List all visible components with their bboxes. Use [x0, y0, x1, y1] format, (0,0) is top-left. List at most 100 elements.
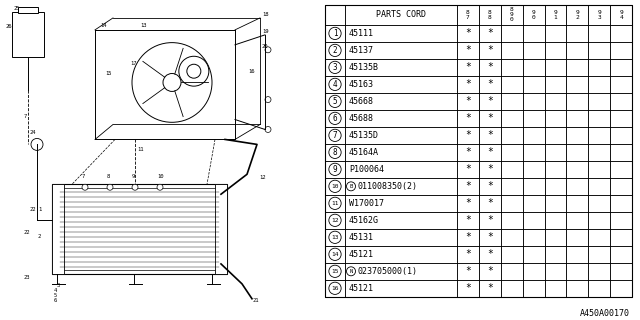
Text: 8: 8: [107, 174, 110, 179]
Bar: [610, 212, 632, 229]
Bar: [588, 263, 610, 280]
Bar: [457, 212, 479, 229]
Text: 9: 9: [132, 174, 135, 179]
Bar: [523, 144, 545, 161]
Circle shape: [329, 129, 341, 141]
Bar: [610, 25, 632, 42]
Text: *: *: [487, 249, 493, 259]
Bar: [588, 5, 610, 25]
Bar: [500, 212, 523, 229]
Circle shape: [329, 146, 341, 158]
Bar: [566, 127, 588, 144]
Text: PARTS CORD: PARTS CORD: [376, 11, 426, 20]
Bar: [479, 229, 500, 246]
Text: 5: 5: [54, 293, 57, 298]
Bar: [457, 127, 479, 144]
Text: *: *: [487, 45, 493, 55]
Text: 8
9
0: 8 9 0: [510, 7, 513, 22]
Text: 9
0: 9 0: [532, 10, 536, 20]
Text: 10: 10: [332, 184, 339, 189]
Bar: [588, 59, 610, 76]
Circle shape: [329, 214, 341, 227]
Bar: [523, 178, 545, 195]
Text: *: *: [465, 79, 471, 89]
Bar: [457, 93, 479, 110]
Text: 3: 3: [333, 63, 337, 72]
Text: 9: 9: [333, 165, 337, 174]
Bar: [588, 280, 610, 297]
Bar: [566, 59, 588, 76]
Bar: [566, 25, 588, 42]
Text: 8
7: 8 7: [466, 10, 470, 20]
Circle shape: [82, 184, 88, 190]
Bar: [610, 263, 632, 280]
Circle shape: [329, 265, 341, 277]
Bar: [588, 25, 610, 42]
Bar: [479, 127, 500, 144]
Bar: [325, 59, 345, 76]
Bar: [610, 144, 632, 161]
Bar: [610, 280, 632, 297]
Circle shape: [346, 267, 355, 276]
Text: 15: 15: [105, 71, 111, 76]
Bar: [345, 246, 457, 263]
Bar: [457, 144, 479, 161]
Text: 14: 14: [100, 23, 106, 28]
Bar: [566, 229, 588, 246]
Circle shape: [329, 112, 341, 124]
Bar: [610, 5, 632, 25]
Text: 45668: 45668: [349, 97, 374, 106]
Bar: [566, 178, 588, 195]
Circle shape: [132, 184, 138, 190]
Text: *: *: [465, 147, 471, 157]
Text: 12: 12: [332, 218, 339, 223]
Bar: [345, 263, 457, 280]
Circle shape: [132, 43, 212, 122]
Text: 24: 24: [30, 131, 36, 135]
Bar: [12, 12, 44, 57]
Bar: [479, 25, 500, 42]
Bar: [610, 93, 632, 110]
Circle shape: [346, 182, 355, 191]
Text: *: *: [487, 113, 493, 124]
Text: 45135D: 45135D: [349, 131, 379, 140]
Bar: [325, 195, 345, 212]
Bar: [325, 161, 345, 178]
Text: 20: 20: [262, 44, 269, 49]
Text: 3: 3: [57, 283, 60, 288]
Circle shape: [265, 47, 271, 53]
Text: 2: 2: [38, 234, 41, 239]
Bar: [523, 212, 545, 229]
Bar: [588, 178, 610, 195]
Bar: [610, 178, 632, 195]
Bar: [588, 42, 610, 59]
Bar: [523, 25, 545, 42]
Bar: [325, 5, 632, 297]
Bar: [479, 59, 500, 76]
Bar: [545, 195, 566, 212]
Bar: [52, 184, 227, 274]
Bar: [52, 184, 64, 274]
Bar: [500, 25, 523, 42]
Bar: [588, 76, 610, 93]
Bar: [479, 280, 500, 297]
Bar: [523, 5, 545, 25]
Text: *: *: [465, 164, 471, 174]
Text: *: *: [487, 79, 493, 89]
Text: 45111: 45111: [349, 29, 374, 38]
Bar: [500, 246, 523, 263]
Bar: [345, 280, 457, 297]
Bar: [325, 76, 345, 93]
Bar: [545, 229, 566, 246]
Circle shape: [157, 184, 163, 190]
Bar: [325, 229, 345, 246]
Bar: [325, 110, 345, 127]
Bar: [345, 144, 457, 161]
Text: 8
8: 8 8: [488, 10, 492, 20]
Bar: [610, 161, 632, 178]
Text: 8: 8: [333, 148, 337, 157]
Text: *: *: [487, 266, 493, 276]
Text: 45131: 45131: [349, 233, 374, 242]
Bar: [457, 178, 479, 195]
Text: 4: 4: [333, 80, 337, 89]
